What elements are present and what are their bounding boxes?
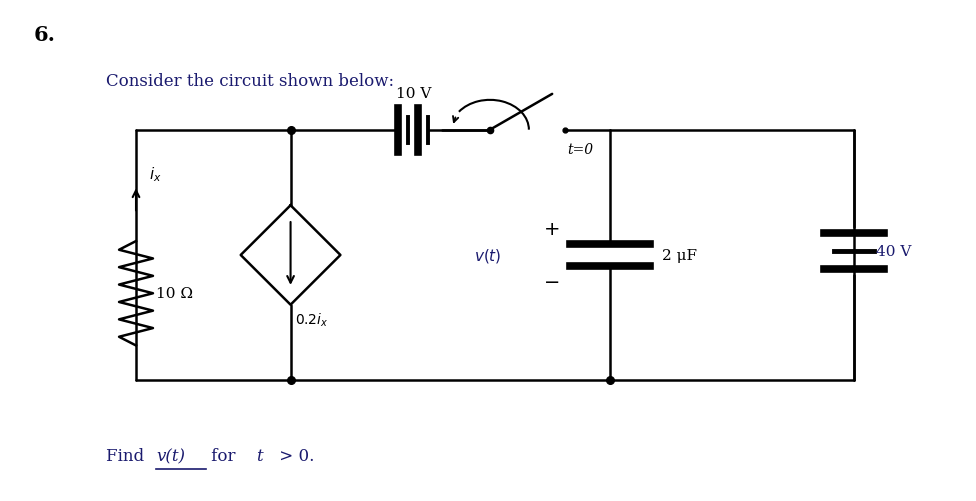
Text: Consider the circuit shown below:: Consider the circuit shown below: xyxy=(106,73,394,90)
Text: t=0: t=0 xyxy=(567,142,592,156)
Text: Find: Find xyxy=(106,447,149,464)
Text: 2 μF: 2 μF xyxy=(662,248,697,263)
Text: 40 V: 40 V xyxy=(875,244,912,259)
Text: v(t): v(t) xyxy=(156,447,184,464)
Text: $v(t)$: $v(t)$ xyxy=(474,246,502,265)
Text: −: − xyxy=(544,273,560,292)
Text: 6.: 6. xyxy=(33,25,56,45)
Text: $0.2i_x$: $0.2i_x$ xyxy=(295,311,328,329)
Text: 10 V: 10 V xyxy=(395,87,430,101)
Text: t: t xyxy=(256,447,263,464)
Text: 10 Ω: 10 Ω xyxy=(156,287,193,301)
Text: +: + xyxy=(544,219,560,238)
Text: $i_x$: $i_x$ xyxy=(149,165,162,184)
Text: for: for xyxy=(206,447,240,464)
Text: > 0.: > 0. xyxy=(273,447,314,464)
